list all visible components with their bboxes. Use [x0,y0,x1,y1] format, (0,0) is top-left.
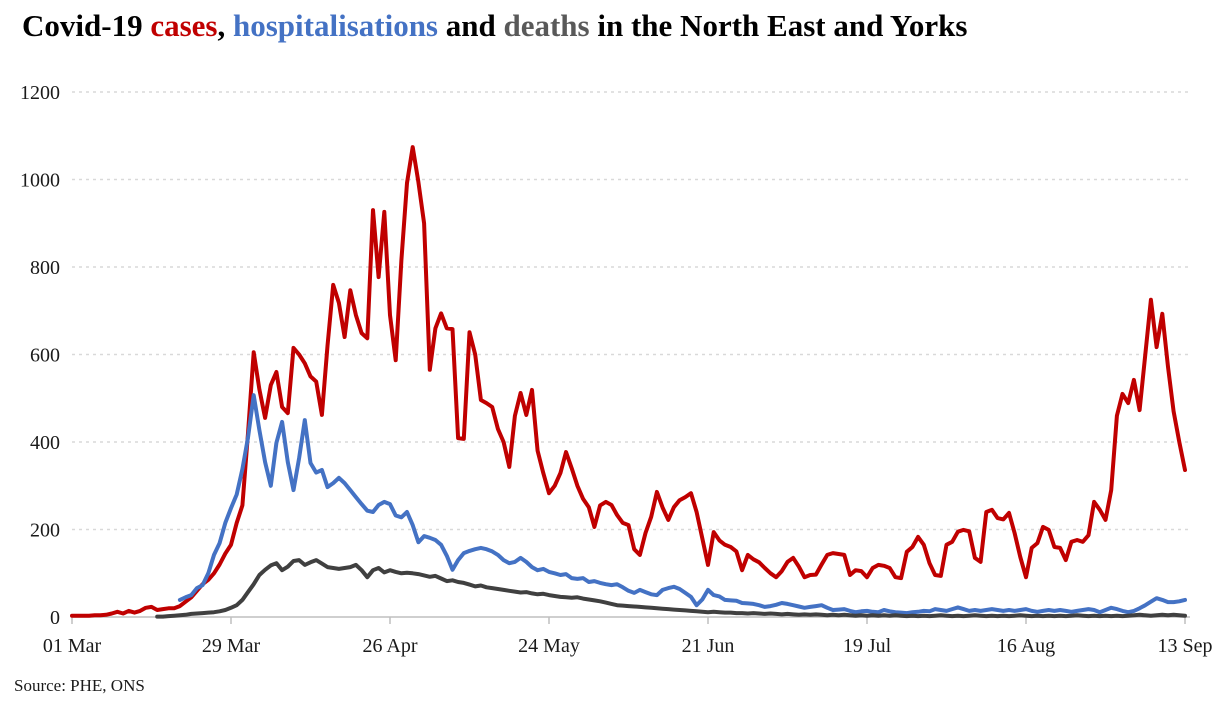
y-axis-tick-label: 0 [50,607,60,629]
y-axis-tick-label: 400 [30,432,60,454]
x-axis-tick-label: 26 Apr [363,635,418,657]
title-segment: hospitalisations [232,8,438,43]
series-line-deaths [155,558,1187,619]
y-axis-tick-label: 1000 [20,170,60,192]
x-axis-tick-label: 24 May [518,635,580,657]
x-axis-tick-label: 16 Aug [997,635,1055,657]
series-line-hospitalisations [177,393,1187,616]
x-axis-tick-label: 19 Jul [843,635,892,657]
title-segment: in the North East and Yorks [589,8,968,43]
x-axis-tick-label: 01 Mar [43,635,102,657]
title-segment: Covid-19 [22,8,151,43]
y-axis-tick-label: 200 [30,520,60,542]
chart-title: Covid-19 cases, hospitalisations and dea… [22,8,1212,44]
title-segment: cases [150,8,218,43]
x-axis-tick-label: 29 Mar [202,635,261,657]
source-note: Source: PHE, ONS [14,676,145,695]
title-segment: deaths [503,8,590,43]
y-axis-tick-label: 800 [30,257,60,279]
series-line-cases [70,145,1187,618]
title-segment: , [217,8,233,43]
x-axis-tick-label: 13 Sep [1158,635,1213,657]
y-axis-tick-label: 1200 [20,82,60,104]
title-segment: and [438,8,504,43]
y-axis-tick-label: 600 [30,345,60,367]
x-axis-tick-label: 21 Jun [682,635,735,657]
